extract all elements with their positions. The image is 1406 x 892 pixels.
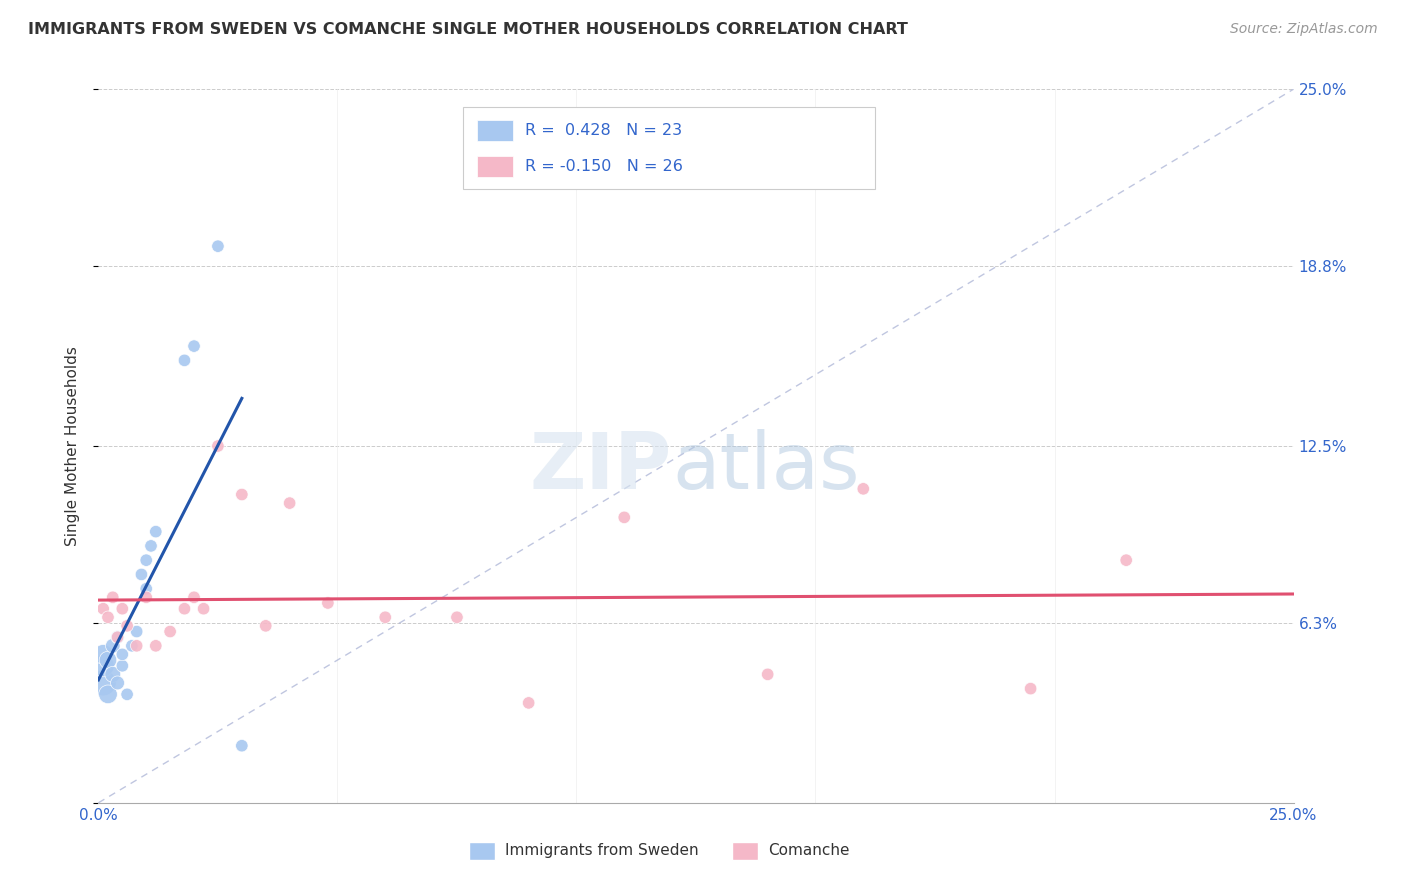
Point [115,687,138,701]
Point [145,524,167,539]
Point [852,482,875,496]
Point [97,610,120,624]
Text: IMMIGRANTS FROM SWEDEN VS COMANCHE SINGLE MOTHER HOUSEHOLDS CORRELATION CHART: IMMIGRANTS FROM SWEDEN VS COMANCHE SINGL… [28,22,908,37]
Point [517,696,540,710]
Point [121,639,143,653]
Point [91,648,114,662]
Point [91,601,114,615]
Text: R =  0.428   N = 23: R = 0.428 N = 23 [524,123,682,138]
Text: Source: ZipAtlas.com: Source: ZipAtlas.com [1230,22,1378,37]
Point [101,639,124,653]
Text: R = -0.150   N = 26: R = -0.150 N = 26 [524,159,683,174]
Point [207,239,229,253]
Point [111,658,134,673]
Point [231,739,253,753]
Point [91,658,114,673]
Point [107,630,129,644]
Point [1115,553,1137,567]
Point [115,619,138,633]
Point [107,676,129,690]
Point [173,353,195,368]
Point [97,687,120,701]
Point [145,639,167,653]
Text: Comanche: Comanche [768,843,849,858]
Y-axis label: Single Mother Households: Single Mother Households [65,346,80,546]
Point [135,553,157,567]
Point [111,601,134,615]
Point [207,439,229,453]
Point [173,601,195,615]
Point [193,601,215,615]
Point [278,496,301,510]
Point [135,591,157,605]
Point [183,339,205,353]
Bar [733,842,758,860]
Point [756,667,779,681]
Bar [470,842,495,860]
Point [1019,681,1042,696]
Text: Immigrants from Sweden: Immigrants from Sweden [505,843,699,858]
Text: ZIP: ZIP [530,429,672,506]
Point [254,619,277,633]
Point [125,624,148,639]
Bar [477,155,513,177]
Point [101,591,124,605]
Point [139,539,162,553]
Point [231,487,253,501]
Point [446,610,468,624]
Point [107,630,129,644]
Text: atlas: atlas [672,429,859,506]
FancyBboxPatch shape [463,107,875,189]
Bar [477,120,513,141]
Point [101,667,124,681]
Point [135,582,157,596]
Point [131,567,153,582]
Point [159,624,181,639]
Point [183,591,205,605]
Point [613,510,636,524]
Point [91,676,114,690]
Point [111,648,134,662]
Point [316,596,339,610]
Point [125,639,148,653]
Point [97,653,120,667]
Point [374,610,396,624]
